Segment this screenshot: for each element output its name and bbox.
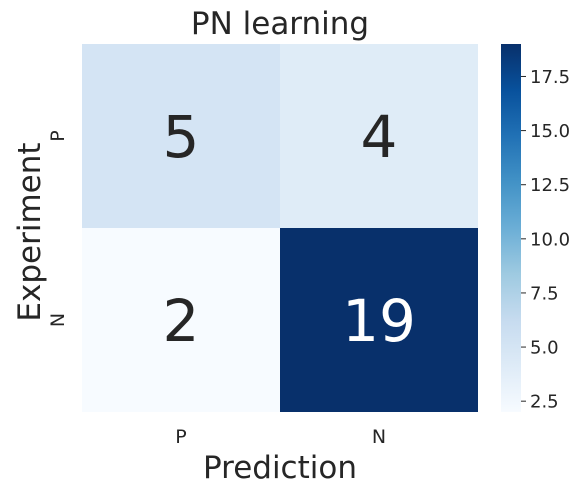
colorbar-tick-label: 5.0 <box>530 338 559 359</box>
cell-value-label: 4 <box>361 103 398 171</box>
colorbar-tick-label: 17.5 <box>530 67 570 88</box>
colorbar-ticks: 2.5 5.0 7.5 10.0 12.5 15.0 17.5 <box>521 67 570 413</box>
colorbar-tick-label: 15.0 <box>530 121 570 142</box>
y-tick-labels: PN <box>47 130 69 327</box>
chart-title: PN learning <box>191 6 369 42</box>
colorbar-tick-label: 12.5 <box>530 175 570 196</box>
cell-value-label: 19 <box>342 287 416 355</box>
colorbar-tick-label: 7.5 <box>530 283 559 304</box>
y-tick-label: N <box>47 313 69 327</box>
x-tick-label: P <box>175 426 186 448</box>
cell-value-label: 2 <box>163 287 200 355</box>
x-tick-label: N <box>372 426 386 448</box>
x-axis-label: Prediction <box>203 450 357 486</box>
y-tick-label: P <box>47 130 69 141</box>
colorbar <box>501 44 521 412</box>
y-axis-label: Experiment <box>12 142 48 321</box>
cell-value-label: 5 <box>163 103 200 171</box>
colorbar-tick-label: 10.0 <box>530 229 570 250</box>
heatmap-cells <box>82 44 478 412</box>
colorbar-tick-label: 2.5 <box>530 392 559 413</box>
